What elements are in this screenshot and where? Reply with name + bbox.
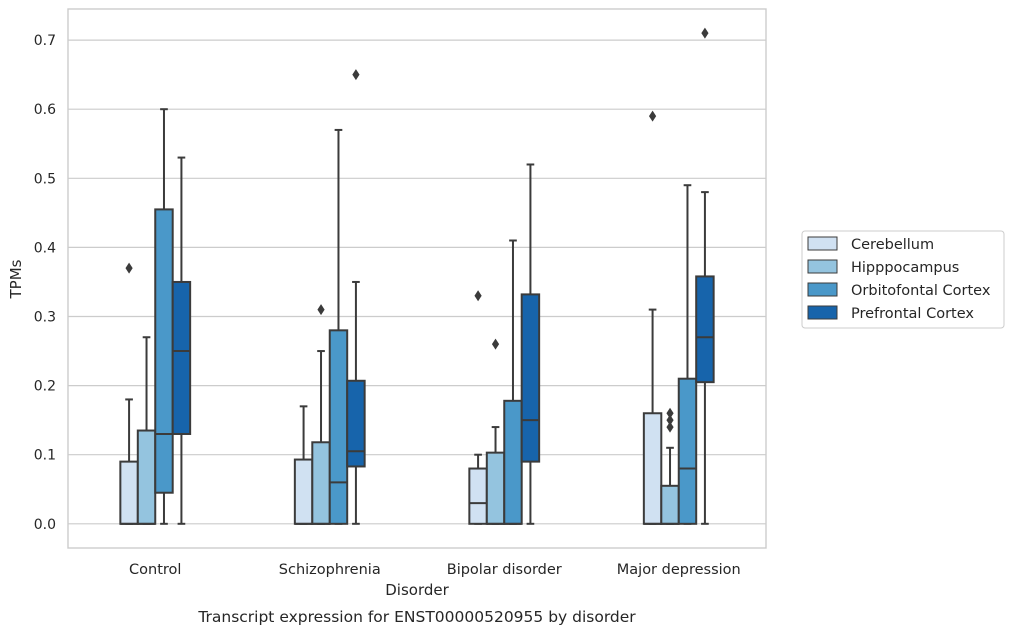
box-hipppocampus xyxy=(136,336,157,525)
box-hipppocampus xyxy=(485,338,506,525)
box-series xyxy=(119,27,715,525)
x-tick-label: Bipolar disorder xyxy=(447,562,562,578)
box-orbitofontal-cortex xyxy=(154,108,174,525)
box-iqr xyxy=(154,208,174,494)
box-orbitofontal-cortex xyxy=(328,128,349,525)
legend-swatch xyxy=(807,259,838,274)
outlier-point xyxy=(491,338,500,350)
outlier-point xyxy=(125,262,133,274)
outlier-point xyxy=(474,290,482,302)
legend-frame xyxy=(801,230,1005,329)
x-tick-label: Control xyxy=(129,562,181,578)
legend-label: Hipppocampus xyxy=(851,260,959,276)
legend-label: Cerebellum xyxy=(851,237,934,253)
y-tick-labels: 0.0 0.1 0.2 0.3 0.4 0.5 0.6 0.7 xyxy=(34,33,56,533)
box-iqr xyxy=(695,275,715,384)
legend: Cerebellum Hipppocampus Orbitofontal Corte… xyxy=(801,230,1005,329)
y-tick-label: 0.6 xyxy=(34,102,56,118)
legend-label: Prefrontal Cortex xyxy=(851,306,974,322)
box-iqr xyxy=(328,329,349,525)
box-prefrontal-cortex xyxy=(171,156,192,525)
box-iqr xyxy=(136,429,157,525)
box-iqr xyxy=(119,460,139,525)
box-orbitofontal-cortex xyxy=(503,239,523,525)
box-prefrontal-cortex xyxy=(695,27,715,525)
box-cerebellum xyxy=(119,262,139,525)
box-iqr xyxy=(468,467,488,525)
box-cerebellum xyxy=(293,405,314,525)
outlier-point xyxy=(648,110,657,122)
box-iqr xyxy=(503,399,523,525)
box-iqr xyxy=(346,379,366,468)
legend-swatch xyxy=(807,282,838,297)
y-tick-label: 0.4 xyxy=(34,240,56,256)
box-orbitofontal-cortex xyxy=(677,184,698,525)
box-hipppocampus xyxy=(660,407,680,525)
y-tick-label: 0.0 xyxy=(34,517,56,533)
x-tick-label: Major depression xyxy=(617,562,741,578)
y-tick-label: 0.1 xyxy=(34,448,56,464)
y-axis-label: TPMs xyxy=(7,259,25,299)
box-iqr xyxy=(171,280,192,435)
outlier-point xyxy=(317,304,325,316)
x-tick-label: Schizophrenia xyxy=(279,562,381,578)
plot-frame xyxy=(67,8,767,549)
outlier-point xyxy=(352,69,360,81)
box-iqr xyxy=(293,458,314,525)
box-cerebellum xyxy=(642,110,663,525)
box-iqr xyxy=(677,377,698,525)
box-iqr xyxy=(660,484,680,525)
box-hipppocampus xyxy=(311,304,331,525)
legend-swatch xyxy=(807,236,838,251)
y-tick-label: 0.5 xyxy=(34,171,56,187)
y-tick-label: 0.2 xyxy=(34,379,56,395)
legend-swatch xyxy=(807,305,838,320)
y-tick-label: 0.3 xyxy=(34,310,56,326)
box-prefrontal-cortex xyxy=(346,69,366,525)
box-iqr xyxy=(485,451,506,525)
outlier-point xyxy=(701,27,709,39)
x-axis-label: Disorder xyxy=(385,581,449,599)
outlier-point xyxy=(666,414,674,426)
y-tick-label: 0.7 xyxy=(34,33,56,49)
figure-caption: Transcript expression for ENST0000052095… xyxy=(197,608,636,626)
box-iqr xyxy=(311,441,331,525)
legend-label: Orbitofontal Cortex xyxy=(851,283,991,299)
box-cerebellum xyxy=(468,290,488,525)
outlier-point xyxy=(666,407,674,419)
outlier-point xyxy=(666,421,674,433)
box-iqr xyxy=(642,412,663,525)
box-iqr xyxy=(520,293,541,463)
box-prefrontal-cortex xyxy=(520,163,541,525)
x-tick-labels: Control Schizophrenia Bipolar disorder Majo… xyxy=(129,562,741,578)
